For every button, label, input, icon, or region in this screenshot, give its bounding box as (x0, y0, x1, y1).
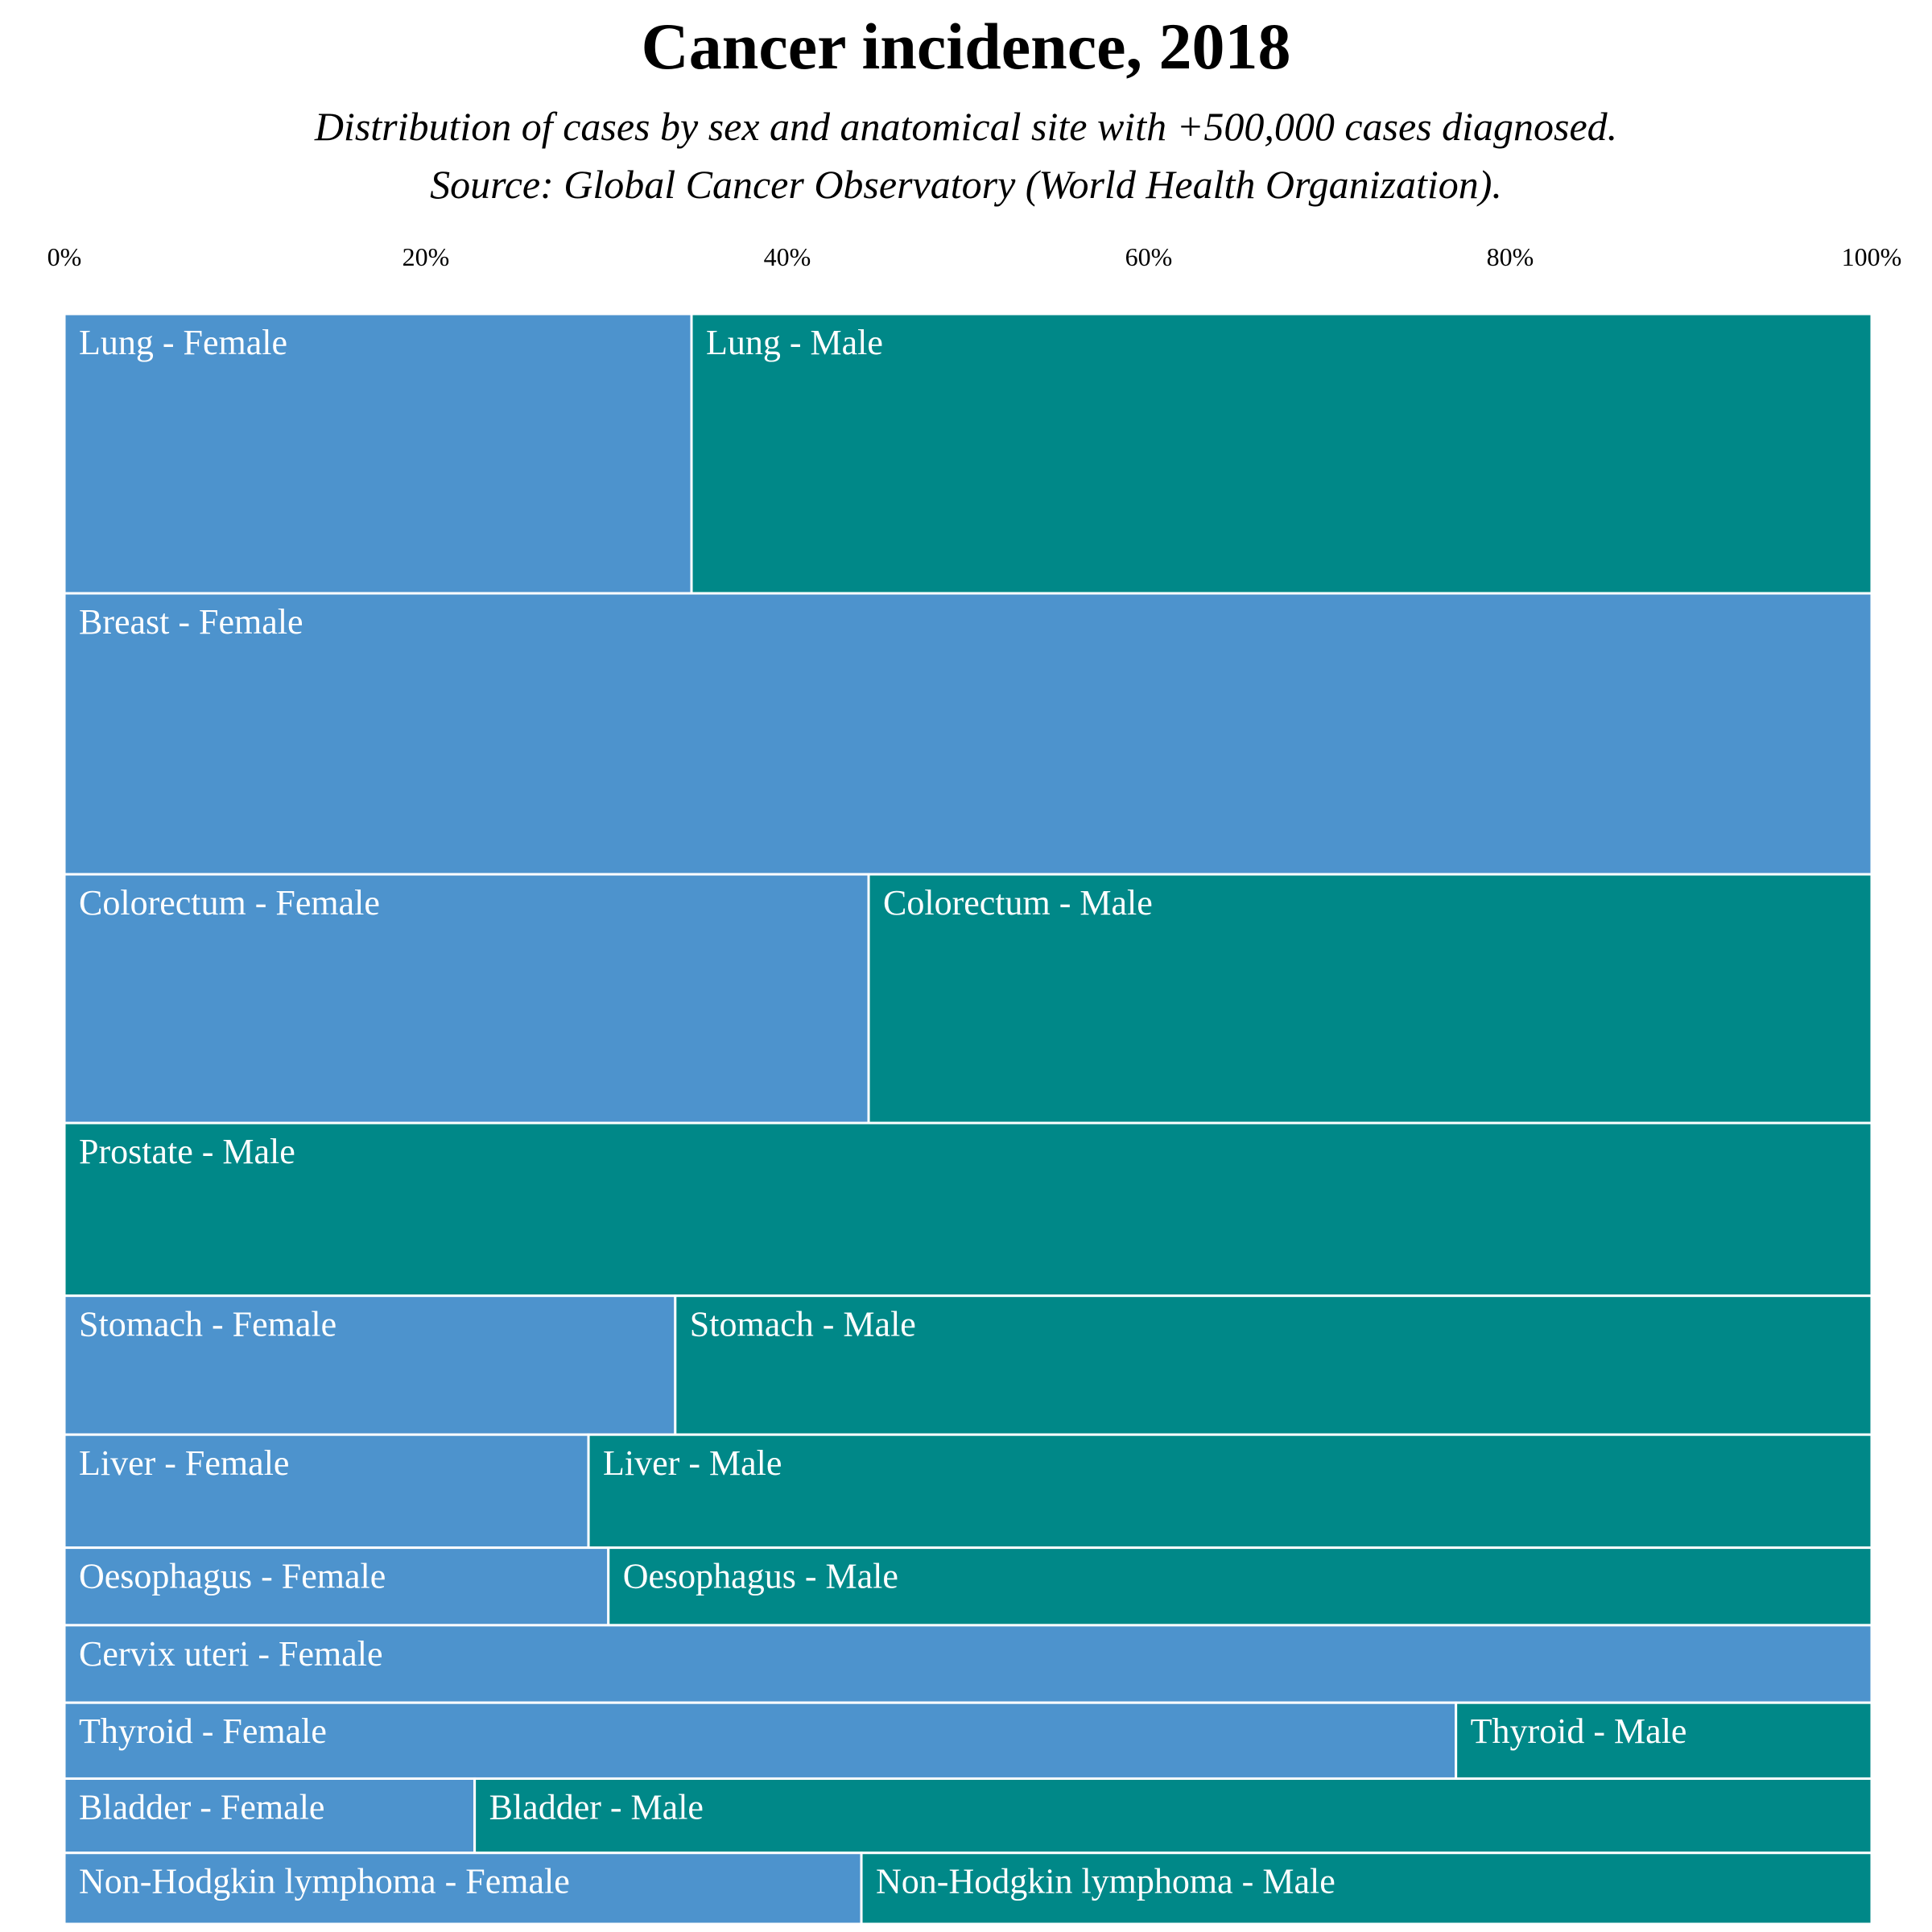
tile-label-bladder-female: Bladder - Female (79, 1787, 324, 1827)
chart-subtitle-line-2: Source: Global Cancer Observatory (World… (430, 162, 1502, 207)
tile-label-liver-male: Liver - Male (603, 1443, 782, 1483)
tile-liver-male (587, 1433, 1873, 1550)
x-axis: 0% 20% 40% 60% 80% 100% (47, 242, 1902, 271)
x-tick-label-0: 0% (47, 242, 82, 271)
tile-lung-male (690, 312, 1873, 595)
tile-label-cervix-uteri-female: Cervix uteri - Female (79, 1634, 383, 1674)
tile-label-colorectum-male: Colorectum - Male (883, 883, 1153, 923)
tile-label-thyroid-male: Thyroid - Male (1471, 1711, 1687, 1751)
tile-oesophagus-male (607, 1546, 1873, 1627)
x-tick-label-40: 40% (764, 242, 811, 271)
tile-prostate-male (63, 1121, 1873, 1298)
tile-label-oesophagus-male: Oesophagus - Male (623, 1557, 898, 1596)
tile-breast-female (63, 592, 1873, 876)
tile-label-breast-female: Breast - Female (79, 602, 303, 642)
tile-label-non-hodgkin-lymphoma-female: Non-Hodgkin lymphoma - Female (79, 1862, 570, 1901)
tile-cervix-uteri-female (63, 1624, 1873, 1704)
chart-subtitle-line-1: Distribution of cases by sex and anatomi… (314, 104, 1618, 149)
tile-non-hodgkin-lymphoma-female (63, 1852, 863, 1926)
x-tick-label-100: 100% (1842, 242, 1902, 271)
tile-stomach-male (674, 1294, 1873, 1436)
tile-bladder-male (473, 1777, 1873, 1855)
tile-label-prostate-male: Prostate - Male (79, 1132, 295, 1171)
tile-label-non-hodgkin-lymphoma-male: Non-Hodgkin lymphoma - Male (876, 1862, 1335, 1901)
tile-label-oesophagus-female: Oesophagus - Female (79, 1557, 386, 1596)
x-tick-label-80: 80% (1487, 242, 1534, 271)
tile-label-bladder-male: Bladder - Male (489, 1787, 704, 1827)
chart-title: Cancer incidence, 2018 (641, 10, 1291, 83)
tile-label-stomach-female: Stomach - Female (79, 1305, 336, 1344)
tile-label-stomach-male: Stomach - Male (690, 1305, 916, 1344)
x-tick-label-20: 20% (402, 242, 450, 271)
tile-label-colorectum-female: Colorectum - Female (79, 883, 380, 923)
tile-thyroid-male (1455, 1701, 1873, 1780)
tile-non-hodgkin-lymphoma-male (860, 1852, 1873, 1926)
tile-oesophagus-female (63, 1546, 610, 1627)
tile-liver-female (63, 1433, 590, 1550)
tile-label-lung-female: Lung - Female (79, 323, 287, 362)
tile-label-thyroid-female: Thyroid - Female (79, 1711, 327, 1751)
tile-label-liver-female: Liver - Female (79, 1443, 289, 1483)
x-tick-label-60: 60% (1125, 242, 1173, 271)
tile-label-lung-male: Lung - Male (706, 323, 883, 362)
plot-area: Lung - Female Lung - Male Breast - Female C… (63, 312, 1873, 1926)
